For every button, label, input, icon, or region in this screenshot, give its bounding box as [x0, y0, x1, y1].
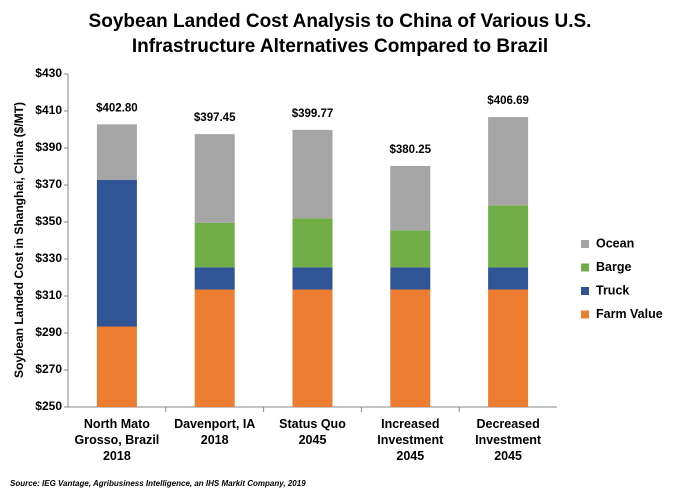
- y-tick-label: $410: [35, 103, 62, 117]
- x-tick-label: Status Quo 2045: [279, 417, 346, 447]
- y-tick-label: $330: [35, 251, 62, 265]
- bar-segment: [194, 222, 235, 268]
- bar-segment: [194, 134, 235, 223]
- y-tick-label: $290: [35, 325, 62, 339]
- bar-segment: [292, 218, 333, 268]
- bar-segment: [390, 165, 431, 231]
- bar-segment: [96, 179, 137, 327]
- y-tick-label: $430: [35, 66, 62, 80]
- y-tick-label: $270: [35, 362, 62, 376]
- legend-label: Truck: [596, 283, 629, 297]
- legend-label: Ocean: [596, 236, 634, 250]
- legend-swatch: [581, 310, 589, 319]
- legend-swatch: [581, 287, 589, 295]
- total-label: $397.45: [194, 112, 236, 124]
- x-tick-label: Decreased Investment 2045: [475, 417, 542, 463]
- legend-label: Farm Value: [596, 307, 663, 321]
- x-tick-label: Davenport, IA 2018: [174, 417, 255, 447]
- total-label: $380.25: [390, 144, 432, 156]
- total-label: $399.77: [292, 108, 334, 120]
- bar-segment: [488, 267, 529, 290]
- y-tick-label: $250: [35, 399, 62, 413]
- x-tick-label: Increased Investment 2045: [377, 417, 444, 463]
- legend-swatch: [581, 240, 589, 248]
- chart-title: Soybean Landed Cost Analysis to China of…: [89, 11, 592, 57]
- bar-segment: [488, 117, 529, 206]
- bar-segment: [96, 326, 137, 407]
- bar-segment: [194, 289, 235, 407]
- y-tick-label: $350: [35, 214, 62, 228]
- bar-segment: [390, 289, 431, 407]
- bar-segment: [292, 267, 333, 290]
- legend-label: Barge: [596, 260, 631, 274]
- bar-segment: [194, 267, 235, 290]
- bar-segment: [390, 230, 431, 268]
- y-tick-label: $370: [35, 177, 62, 191]
- bar-segment: [292, 129, 333, 219]
- y-tick-label: $310: [35, 288, 62, 302]
- bar-segment: [292, 289, 333, 407]
- legend-swatch: [581, 263, 589, 272]
- bar-segment: [390, 267, 431, 290]
- total-label: $406.69: [487, 95, 529, 107]
- bar-segment: [488, 289, 529, 407]
- x-tick-label: North Mato Grosso, Brazil 2018: [75, 417, 160, 463]
- total-label: $402.80: [96, 102, 138, 114]
- y-axis-label: Soybean Landed Cost in Shanghai, China (…: [12, 102, 26, 378]
- y-tick-label: $390: [35, 140, 62, 154]
- bar-segment: [488, 205, 529, 268]
- source-note: Source: IEG Vantage, Agribusiness Intell…: [10, 479, 306, 488]
- bar-segment: [96, 124, 137, 180]
